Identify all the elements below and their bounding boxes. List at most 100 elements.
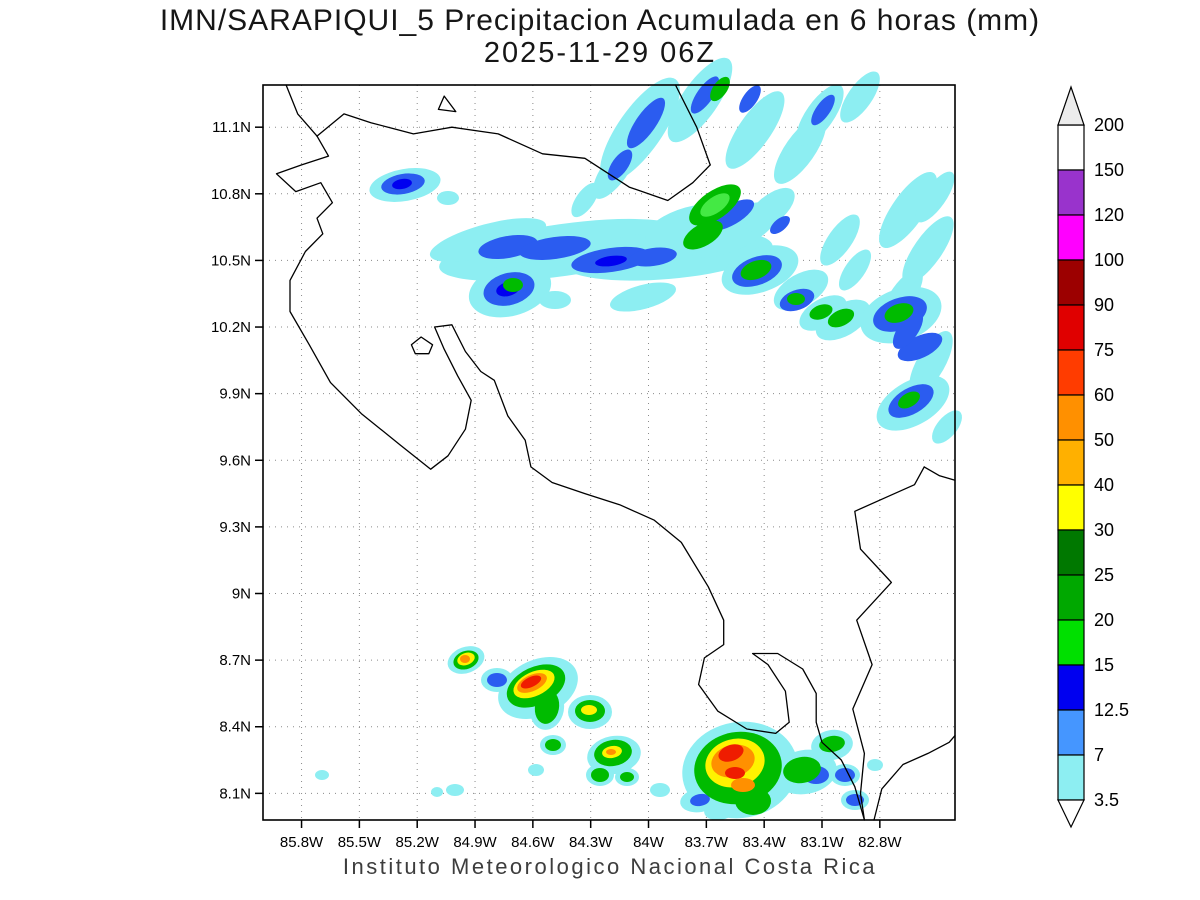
lat-tick-label: 8.7N	[219, 652, 251, 669]
axis-labels: 85.8W 85.5W 85.2W 84.9W 84.6W 84.3W 84W 83.7W 83…	[211, 119, 902, 851]
precip-cell-cyan	[528, 764, 544, 776]
lat-tick-label: 8.4N	[219, 719, 251, 736]
colorbar-label: 40	[1094, 475, 1114, 495]
colorbar-label: 50	[1094, 430, 1114, 450]
precip-cell-blue	[770, 216, 790, 234]
precip-cell-cyan	[431, 787, 443, 797]
precip-cell-green	[898, 391, 920, 409]
grid-lines	[263, 85, 955, 820]
precip-cell-blue	[690, 793, 710, 807]
lon-tick-label: 82.8W	[858, 834, 902, 851]
colorbar-cell	[1057, 619, 1085, 666]
colorbar-arrow-top	[1057, 85, 1085, 126]
precip-cell-cyan	[571, 182, 599, 218]
precip-cell-red	[718, 744, 744, 762]
precip-cell-blue	[626, 97, 666, 149]
colorbar-label: 100	[1094, 250, 1124, 270]
precip-cell-cyan	[838, 249, 872, 291]
precip-cell-green	[545, 739, 561, 751]
colorbar-cell	[1057, 394, 1085, 441]
precip-cell-orange	[606, 749, 616, 755]
colorbar-label: 60	[1094, 385, 1114, 405]
lat-tick-label: 10.2N	[211, 319, 251, 336]
coastline-chira-island	[410, 336, 434, 355]
precip-cell-green	[809, 304, 833, 320]
lon-tick-label: 83.1W	[800, 834, 844, 851]
colorbar-cell	[1057, 664, 1085, 711]
colorbar-cell	[1057, 259, 1085, 306]
colorbar-cell	[1057, 169, 1085, 216]
colorbar-label: 90	[1094, 295, 1114, 315]
precip-cell-orange	[731, 778, 755, 792]
lon-tick-label: 84.6W	[511, 834, 555, 851]
lon-tick-label: 83.7W	[685, 834, 729, 851]
lon-tick-label: 84.3W	[569, 834, 613, 851]
lat-tick-label: 10.8N	[211, 186, 251, 203]
colorbar-arrow-bottom	[1057, 799, 1085, 829]
precip-cell-bgreen	[700, 193, 730, 217]
precip-cell-cyan	[915, 171, 955, 223]
lat-tick-label: 11.1N	[212, 119, 251, 136]
precip-cell-cyan	[745, 187, 795, 233]
precip-cell-cyan	[650, 783, 670, 797]
colorbar-cell	[1057, 124, 1085, 171]
colorbar-label: 30	[1094, 520, 1114, 540]
precip-cell-cyan	[704, 799, 736, 821]
plot-frame	[255, 84, 956, 828]
precip-cell-blue	[487, 673, 507, 687]
page-subtitle-datetime: 2025-11-29 06Z	[483, 37, 717, 69]
precip-cell-cyan	[610, 282, 676, 312]
colorbar-cell	[1057, 754, 1085, 801]
precip-field	[315, 57, 962, 821]
colorbar-label: 75	[1094, 340, 1114, 360]
precip-cell-blue	[811, 94, 835, 126]
lat-tick-label: 9.9N	[219, 386, 251, 403]
precip-cell-green	[503, 278, 523, 292]
precip-cell-dblue	[392, 178, 412, 190]
colorbar-cell	[1057, 304, 1085, 351]
precip-cell-blue	[897, 332, 943, 362]
colorbar: 200 150 120 100 90 75 60 50 40 30 25 20 15 12.5 7 3.5	[1057, 85, 1129, 829]
coastline-panama-border	[852, 466, 925, 821]
colorbar-cell	[1057, 574, 1085, 621]
lon-tick-label: 84.9W	[453, 834, 497, 851]
colorbar-label: 12.5	[1094, 700, 1129, 720]
coastline-costa-rica-coast	[275, 135, 866, 821]
precip-cell-green	[591, 768, 609, 782]
precip-cell-cyan	[539, 291, 571, 309]
precip-cell-green	[783, 756, 821, 784]
lat-tick-label: 9N	[232, 586, 251, 603]
plot-border	[262, 84, 956, 821]
precip-cell-red	[725, 767, 745, 779]
lon-tick-label: 85.2W	[396, 834, 440, 851]
footer-text: Instituto Meteorologico Nacional Costa R…	[342, 854, 878, 879]
precip-cell-red	[520, 675, 542, 689]
colorbar-label: 120	[1094, 205, 1124, 225]
precip-cell-green	[787, 293, 805, 305]
precip-cell-green	[534, 690, 560, 724]
precip-cell-green	[884, 303, 914, 323]
colorbar-label: 200	[1094, 115, 1124, 135]
precip-cell-cyan	[446, 784, 464, 796]
precip-cell-cyan	[725, 91, 785, 169]
lat-tick-label: 9.3N	[219, 519, 251, 536]
coastline-nicaragua-caribbean-coast	[674, 84, 711, 166]
precip-cell-blue	[607, 149, 633, 181]
precip-cell-green	[740, 259, 772, 281]
colorbar-cell	[1057, 529, 1085, 576]
colorbar-label: 25	[1094, 565, 1114, 585]
precip-cell-green	[819, 735, 845, 753]
coastline-nicaragua-border-san-juan	[316, 113, 711, 202]
colorbar-label: 3.5	[1094, 790, 1119, 810]
lon-tick-label: 85.5W	[338, 834, 382, 851]
colorbar-label: 15	[1094, 655, 1114, 675]
precip-cell-green	[683, 220, 723, 250]
coastline-lake-nicaragua-clip	[437, 95, 457, 113]
colorbar-cell	[1057, 439, 1085, 486]
precip-cell-cyan	[437, 191, 459, 205]
lon-tick-label: 83.4W	[742, 834, 786, 851]
precip-cell-cyan	[315, 770, 329, 780]
precip-cell-cyan	[429, 218, 547, 262]
precip-cell-orange	[460, 655, 470, 663]
